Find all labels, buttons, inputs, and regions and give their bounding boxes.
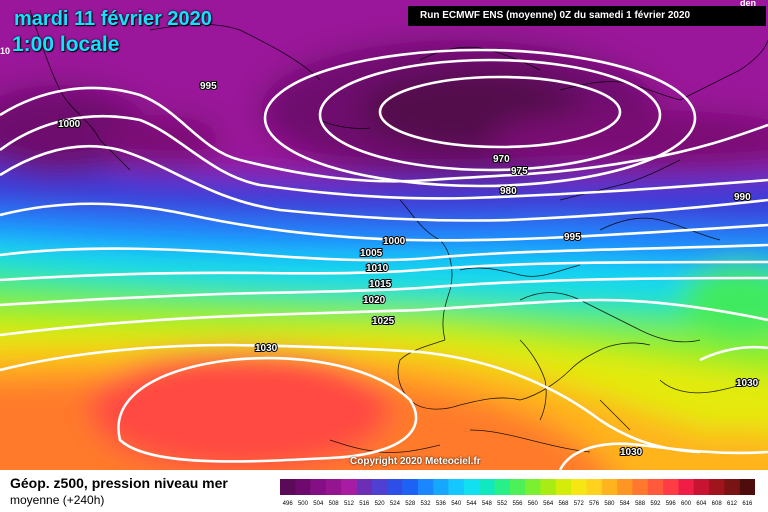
isobars xyxy=(0,48,768,470)
legend-swatch xyxy=(310,479,327,495)
legend-swatch xyxy=(417,479,434,495)
legend-value: 556 xyxy=(512,501,523,507)
isobar-label: 970 xyxy=(493,154,510,165)
legend-value: 604 xyxy=(696,501,707,507)
corner-label-left: 10 xyxy=(0,46,10,56)
legend-value: 580 xyxy=(604,501,615,507)
legend-value: 552 xyxy=(497,501,508,507)
legend-value: 596 xyxy=(666,501,677,507)
legend-value: 504 xyxy=(313,501,324,507)
legend-swatch xyxy=(509,479,526,495)
legend-swatch xyxy=(433,479,449,495)
isobar-label: 990 xyxy=(734,192,751,203)
legend-value: 508 xyxy=(329,501,340,507)
legend-swatch xyxy=(678,479,695,495)
legend-swatch xyxy=(356,479,373,495)
legend-swatch xyxy=(693,479,710,495)
isobar-label: 1000 xyxy=(58,119,81,130)
legend-value: 600 xyxy=(681,501,692,507)
legend-value: 544 xyxy=(467,501,478,507)
legend-value: 512 xyxy=(344,501,355,507)
legend-swatch xyxy=(586,479,603,495)
map-title: Géop. z500, pression niveau mer xyxy=(10,475,228,491)
isobar-label: 995 xyxy=(200,81,217,92)
legend-swatch xyxy=(387,479,403,495)
isobar-label: 995 xyxy=(564,232,581,243)
legend-value: 592 xyxy=(650,501,661,507)
legend-swatch xyxy=(463,479,480,495)
legend-value: 524 xyxy=(390,501,401,507)
legend-value: 532 xyxy=(421,501,432,507)
legend-swatch xyxy=(295,479,311,495)
isobar-label: 1030 xyxy=(736,378,759,389)
legend-value: 584 xyxy=(620,501,631,507)
forecast-date: mardi 11 février 2020 xyxy=(14,8,212,30)
color-legend: 496 500 504 508 512 516 520 524 528 532 536 540 544 5… xyxy=(280,479,755,507)
isobar-label: 1015 xyxy=(369,279,392,290)
legend-value: 540 xyxy=(451,501,462,507)
legend-swatch xyxy=(571,479,587,495)
map-subtitle: moyenne (+240h) xyxy=(10,493,105,507)
forecast-time: 1:00 locale xyxy=(12,33,120,56)
legend-value: 560 xyxy=(528,501,539,507)
isobar-label: 1010 xyxy=(366,263,389,274)
legend-value: 548 xyxy=(482,501,493,507)
legend-swatch xyxy=(494,479,511,495)
legend-value: 564 xyxy=(543,501,554,507)
isobar-label: 1020 xyxy=(363,295,386,306)
legend-swatch xyxy=(325,479,342,495)
forecast-map: 995 1000 970 975 980 990 1000 995 1005 1… xyxy=(0,0,768,470)
isobar-label: 975 xyxy=(511,166,528,177)
legend-value: 612 xyxy=(727,501,738,507)
isobar-label: 980 xyxy=(500,186,517,197)
legend-swatch xyxy=(647,479,664,495)
legend-swatch xyxy=(402,479,419,495)
geopotential-field xyxy=(0,0,768,470)
corner-label-right: den xyxy=(740,0,756,8)
isobar-label: 1030 xyxy=(620,447,643,458)
legend-value: 520 xyxy=(375,501,386,507)
legend-value: 516 xyxy=(359,501,370,507)
isobar-label: 1030 xyxy=(255,343,278,354)
run-info: Run ECMWF ENS (moyenne) 0Z du samedi 1 f… xyxy=(408,6,766,26)
legend-value: 576 xyxy=(589,501,600,507)
isobar-label: 1005 xyxy=(360,248,383,259)
legend-swatch xyxy=(341,479,357,495)
legend-swatch xyxy=(280,479,296,495)
legend-value: 572 xyxy=(574,501,585,507)
legend-swatch xyxy=(709,479,725,495)
legend-value: 528 xyxy=(405,501,416,507)
copyright: Copyright 2020 Meteociel.fr xyxy=(350,456,481,467)
legend-swatch xyxy=(479,479,495,495)
legend-value: 500 xyxy=(298,501,309,507)
legend-value: 608 xyxy=(712,501,723,507)
legend-swatch xyxy=(632,479,649,495)
legend-swatch xyxy=(724,479,740,495)
legend-value: 536 xyxy=(436,501,447,507)
legend-value: 568 xyxy=(558,501,569,507)
legend-swatch xyxy=(448,479,465,495)
legend-swatch xyxy=(617,479,633,495)
legend-swatch xyxy=(540,479,557,495)
legend-swatch xyxy=(371,479,388,495)
isobar-label: 1025 xyxy=(372,316,395,327)
legend-swatch xyxy=(555,479,572,495)
legend-value: 588 xyxy=(635,501,646,507)
legend-value: 616 xyxy=(742,501,753,507)
legend-swatch xyxy=(663,479,679,495)
isobar-labels: 995 1000 970 975 980 990 1000 995 1005 1… xyxy=(57,80,760,459)
legend-swatch xyxy=(525,479,541,495)
isobar-label: 1000 xyxy=(383,236,406,247)
legend-swatch xyxy=(601,479,618,495)
legend-value: 496 xyxy=(283,501,294,507)
legend-swatch xyxy=(739,479,755,495)
